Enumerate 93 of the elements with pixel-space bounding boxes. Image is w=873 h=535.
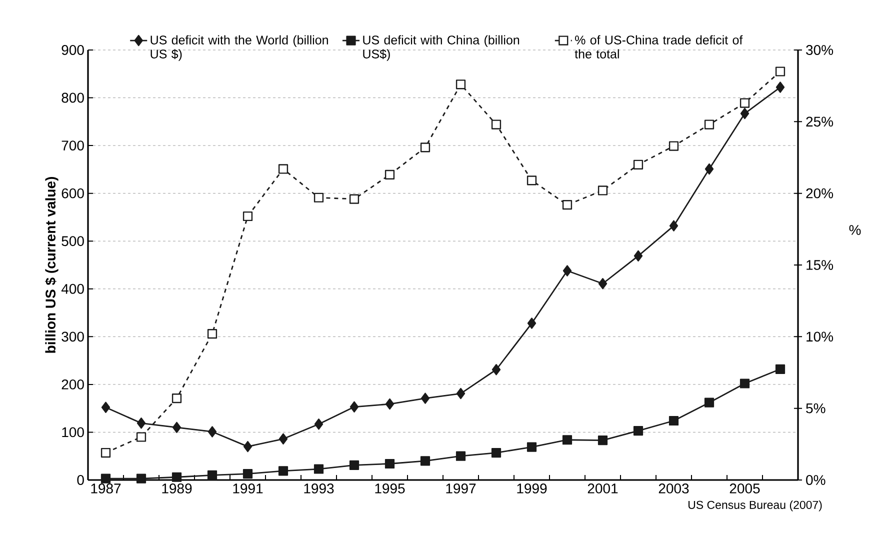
point [704,120,714,130]
y-tick-label: 0 [77,475,84,485]
point [314,464,324,474]
point [669,220,678,232]
y2-tick-label: 5% [806,403,826,414]
point [314,418,324,430]
y2-axis-title: % [849,225,861,235]
point [562,265,572,276]
point [100,448,111,458]
point [456,451,466,461]
point [420,392,430,404]
legend-label: % of US-China trade deficit of the total [574,35,743,58]
y-tick-label: 500 [62,236,84,246]
point [598,278,608,290]
point [278,433,288,445]
point [136,474,146,484]
point [598,436,608,446]
point [776,82,785,93]
point [172,394,182,404]
y2-tick-label: 0% [806,475,826,485]
point [349,460,360,470]
point [491,448,502,458]
x-tick-label: 2005 [730,484,760,494]
y-tick-label: 100 [62,427,84,438]
point [775,364,786,374]
point [136,432,146,442]
point [207,329,218,339]
x-tick-label: 1999 [517,484,547,494]
y-tick-label: 600 [62,188,84,198]
point [456,80,466,90]
y-tick-label: 700 [62,140,84,151]
point [384,170,395,180]
point [243,440,252,452]
point [633,426,644,436]
point [527,318,536,329]
point [668,141,679,151]
point [349,194,360,204]
point [704,398,714,408]
y2-tick-label: 10% [806,332,834,342]
x-tick-label: 1989 [162,484,192,494]
y2-tick-label: 15% [806,260,834,270]
point [314,192,324,202]
text: US Census Bureau (2007) [688,500,822,512]
point [491,120,502,130]
y-tick-label: 200 [62,379,84,390]
y-tick-label: 300 [62,332,84,342]
point [456,388,466,400]
point [634,250,643,262]
y2-tick-label: 30% [806,45,834,55]
point [704,163,714,175]
point [172,422,182,434]
x-tick-label: 1991 [233,484,263,494]
y2-tick-label: 20% [806,188,834,198]
y-tick-label: 900 [62,45,84,55]
point [420,142,430,152]
y-tick-label: 400 [61,284,84,294]
legend-label: US deficit with the World (billion US $) [150,35,328,61]
point [562,200,572,210]
point [350,401,359,412]
point [740,378,750,388]
point [136,418,146,429]
point [668,416,679,426]
point [101,402,110,413]
x-tick-label: 1993 [304,484,334,494]
point [740,98,750,108]
point [526,176,537,186]
point [526,442,537,452]
x-tick-label: 1987 [91,484,121,494]
point [598,186,608,196]
point [242,211,253,222]
x-tick-label: 1995 [375,484,405,494]
x-tick-label: 2003 [658,484,689,494]
x-tick-label: 2001 [588,484,618,494]
y-tick-label: 800 [62,92,84,103]
point [172,472,182,482]
point [100,474,111,484]
point [562,435,572,445]
y2-tick-label: 25% [806,116,834,127]
point [492,364,501,376]
legend-label: US deficit with China (billion US$) [363,35,520,61]
y-axis-title: billion US $ (current value) [44,177,58,353]
point [384,458,395,469]
point [740,108,750,120]
point [775,66,786,76]
point [385,398,394,410]
point [278,164,288,174]
point [208,426,217,438]
point [278,466,288,476]
point [633,160,644,170]
x-tick-label: 1997 [446,484,476,494]
point [242,468,253,479]
point [207,470,218,480]
point [420,456,430,466]
